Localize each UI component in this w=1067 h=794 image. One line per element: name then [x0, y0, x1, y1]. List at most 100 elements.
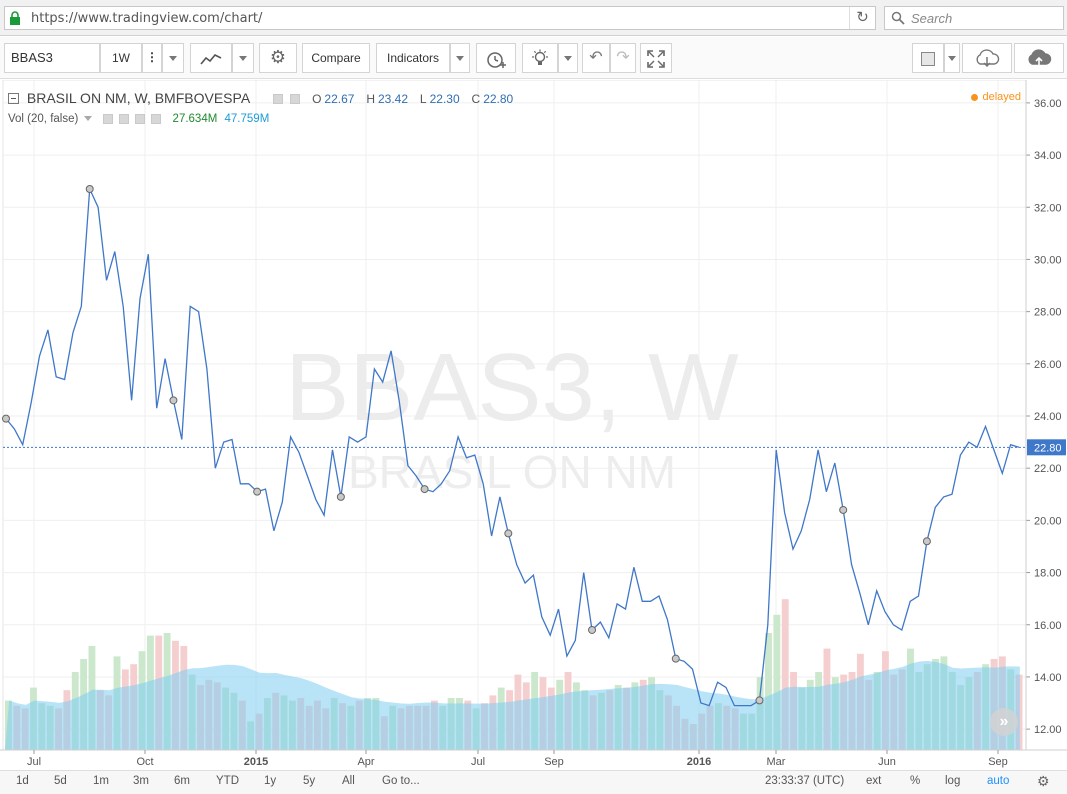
time-tick-label: Jul — [471, 756, 485, 768]
alarm-clock-icon — [487, 52, 506, 68]
price-marker — [755, 696, 764, 705]
ideas-dropdown-button[interactable] — [558, 43, 578, 73]
range-6m[interactable]: 6m — [174, 775, 190, 787]
range-5d[interactable]: 5d — [54, 775, 67, 787]
undo-icon: ↶ — [589, 49, 603, 66]
fullscreen-button[interactable] — [640, 43, 672, 73]
time-tick-label: Sep — [544, 756, 564, 768]
price-line — [5, 188, 1020, 707]
series-title: BRASIL ON NM, W, BMFBOVESPA — [26, 90, 250, 106]
price-tick-label: 26.00 — [1034, 359, 1062, 371]
range-ytd[interactable]: YTD — [216, 775, 239, 787]
redo-button[interactable]: ↷ — [610, 43, 636, 73]
time-tick-label: Sep — [988, 756, 1008, 768]
settings-small-icon[interactable] — [118, 113, 129, 124]
utc-clock: 23:33:37 (UTC) — [765, 775, 845, 787]
chevron-down-icon — [456, 56, 464, 62]
price-chart[interactable]: 36.00 34.00 32.00 30.00 28.00 26.00 24.00 22.00… — [0, 80, 1067, 770]
last-price-label: 22.80 — [1034, 442, 1062, 454]
eye-icon[interactable] — [102, 113, 113, 124]
plus-icon[interactable] — [135, 113, 146, 124]
lightbulb-icon — [532, 49, 548, 65]
indicators-button[interactable]: Indicators — [376, 43, 450, 73]
time-tick-label: Oct — [136, 756, 153, 768]
range-5y[interactable]: 5y — [303, 775, 316, 787]
indicators-dropdown-button[interactable] — [450, 43, 470, 73]
percent-toggle[interactable]: % — [910, 775, 921, 787]
search-input[interactable]: Search — [884, 6, 1064, 30]
alert-button[interactable] — [476, 43, 516, 73]
price-tick-label: 24.00 — [1034, 411, 1062, 423]
line-chart-icon — [200, 53, 222, 65]
chevron-down-icon — [948, 56, 956, 62]
open-value: 22.67 — [324, 92, 355, 106]
gear-icon[interactable]: ⚙ — [1037, 773, 1050, 789]
chart-style-button[interactable] — [190, 43, 232, 73]
range-3m[interactable]: 3m — [133, 775, 149, 787]
symbol-input[interactable]: BBAS3 — [4, 43, 100, 73]
reload-icon[interactable]: ↻ — [849, 7, 875, 29]
indicators-label: Indicators — [386, 51, 440, 65]
time-tick-label: Jun — [878, 756, 896, 768]
search-placeholder: Search — [911, 11, 953, 26]
price-tick-label: 18.00 — [1034, 568, 1062, 580]
range-1d[interactable]: 1d — [16, 775, 29, 787]
volume-title: Vol (20, false) — [8, 113, 79, 125]
price-tick-label: 30.00 — [1034, 254, 1062, 266]
price-marker — [420, 485, 429, 494]
watermark-name: BRASIL ON NM — [348, 446, 676, 498]
compare-button[interactable]: Compare — [302, 43, 370, 73]
auto-toggle[interactable]: auto — [987, 775, 1010, 787]
low-label: L — [419, 92, 427, 106]
load-chart-button[interactable] — [962, 43, 1012, 73]
interval-dropdown-button[interactable] — [162, 43, 184, 73]
time-tick-label: Mar — [767, 756, 786, 768]
layout-button[interactable] — [912, 43, 944, 73]
price-tick-label: 16.00 — [1034, 620, 1062, 632]
main-series-legend: BRASIL ON NM, W, BMFBOVESPA O 22.67 H 23.4… — [8, 90, 513, 106]
price-tick-label: 32.00 — [1034, 202, 1062, 214]
lock-icon — [10, 11, 20, 25]
scroll-to-realtime-button[interactable]: » — [990, 708, 1018, 736]
price-marker — [671, 654, 680, 663]
cloud-download-icon — [976, 49, 1000, 67]
chevron-down-icon — [169, 56, 177, 62]
collapse-legend-icon[interactable] — [8, 92, 19, 104]
chevron-down-icon[interactable] — [83, 116, 92, 122]
price-tick-label: 36.00 — [1034, 98, 1062, 110]
eye-icon[interactable] — [273, 94, 284, 105]
high-label: H — [366, 92, 375, 106]
chart-toolbar: BBAS3 1W ⋮ ⚙ Compare Indicators — [0, 37, 1067, 79]
goto-button[interactable]: Go to... — [382, 775, 420, 787]
url-text: https://www.tradingview.com/chart/ — [31, 11, 263, 26]
range-all[interactable]: All — [342, 775, 355, 787]
close-label: C — [471, 92, 481, 106]
price-marker — [253, 487, 262, 496]
gear-icon: ⚙ — [269, 47, 287, 67]
ext-toggle[interactable]: ext — [866, 775, 882, 787]
log-toggle[interactable]: log — [945, 775, 961, 787]
chart-pane[interactable]: 36.00 34.00 32.00 30.00 28.00 26.00 24.00 22.00… — [0, 80, 1067, 770]
undo-button[interactable]: ↶ — [582, 43, 610, 73]
delayed-status: delayed — [971, 91, 1021, 103]
volume-ma-area — [5, 660, 1020, 750]
interval-button[interactable]: 1W — [100, 43, 142, 73]
price-tick-label: 34.00 — [1034, 150, 1062, 162]
range-1y[interactable]: 1y — [264, 775, 277, 787]
price-marker — [336, 492, 345, 501]
more-intervals-icon[interactable]: ⋮ — [142, 43, 162, 73]
layout-dropdown-button[interactable] — [944, 43, 960, 73]
symbol-text: BBAS3 — [11, 50, 53, 65]
close-icon[interactable] — [151, 113, 162, 124]
price-tick-label: 12.00 — [1034, 724, 1062, 736]
save-chart-button[interactable] — [1014, 43, 1064, 73]
ideas-button[interactable] — [522, 43, 558, 73]
time-tick-label: Apr — [357, 756, 374, 768]
range-1m[interactable]: 1m — [93, 775, 109, 787]
fullscreen-icon — [647, 50, 665, 68]
url-field[interactable]: https://www.tradingview.com/chart/ ↻ — [4, 6, 876, 30]
settings-button[interactable]: ⚙ — [259, 43, 297, 73]
interval-text: 1W — [112, 51, 130, 65]
settings-small-icon[interactable] — [290, 94, 301, 105]
chart-style-dropdown-button[interactable] — [232, 43, 254, 73]
